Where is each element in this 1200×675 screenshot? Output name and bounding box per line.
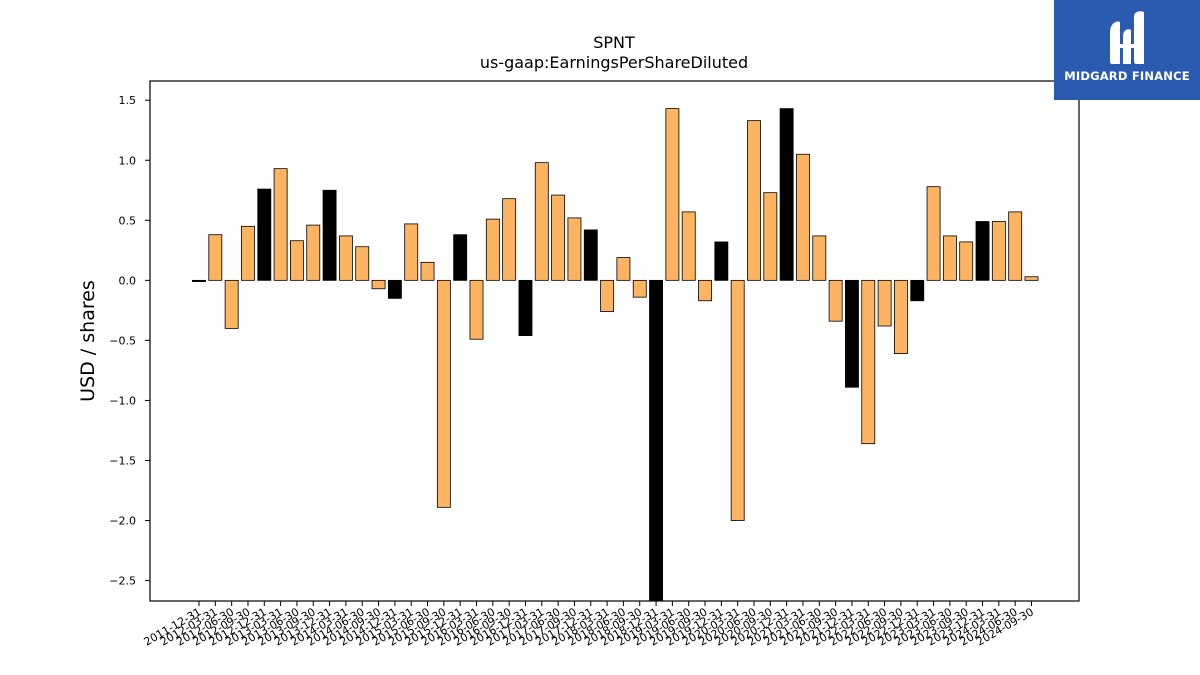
bar-2017-03-31 bbox=[534, 162, 549, 281]
bar-2014-03-31 bbox=[338, 235, 353, 281]
bar-2016-12-31 bbox=[518, 279, 533, 336]
bar-2013-06-30 bbox=[290, 240, 304, 281]
y-tick-label: 0.5 bbox=[119, 214, 137, 227]
bar-2022-09-30 bbox=[893, 279, 908, 355]
bar-2011-12-31 bbox=[192, 279, 206, 282]
chart-title: SPNT bbox=[593, 33, 635, 52]
bar-2021-03-31 bbox=[796, 153, 810, 281]
bar-2015-09-30 bbox=[436, 279, 451, 508]
bar-2024-09-30 bbox=[1024, 276, 1039, 281]
bar-2016-03-31 bbox=[469, 279, 484, 340]
bar-2019-06-30 bbox=[681, 211, 696, 281]
chart-subtitle: us-gaap:EarningsPerShareDiluted bbox=[480, 53, 748, 72]
bar-2012-03-31 bbox=[208, 234, 223, 281]
bar-2021-09-30 bbox=[828, 279, 843, 322]
bar-2018-12-31 bbox=[649, 279, 663, 602]
bar-2020-03-31 bbox=[730, 279, 745, 521]
bar-2015-12-31 bbox=[453, 234, 468, 281]
bar-2017-09-30 bbox=[567, 217, 582, 281]
bar-2023-12-31 bbox=[975, 221, 990, 281]
bar-2017-06-30 bbox=[551, 194, 566, 281]
bars-group bbox=[192, 108, 1039, 602]
bar-2013-03-31 bbox=[273, 168, 288, 281]
bar-2018-06-30 bbox=[616, 257, 631, 281]
bar-2021-06-30 bbox=[812, 235, 827, 281]
y-ticks-group: 1.5 1.0 0.5 0.0 −0.5 −1.0 −1.5 −2.0 −2.5 bbox=[109, 94, 150, 588]
y-axis-label: USD / shares bbox=[77, 280, 99, 402]
bar-2013-09-30 bbox=[306, 224, 321, 281]
y-tick-label: −2.0 bbox=[109, 515, 136, 528]
bar-2018-03-31 bbox=[600, 279, 615, 312]
bar-2022-06-30 bbox=[877, 279, 892, 327]
logo-text: MIDGARD FINANCE bbox=[1064, 69, 1190, 83]
bar-2020-12-31 bbox=[779, 108, 794, 281]
bar-2018-09-30 bbox=[632, 279, 647, 298]
plot-frame bbox=[149, 80, 1080, 602]
y-tick-label: 1.0 bbox=[119, 154, 137, 167]
bar-2019-12-31 bbox=[714, 241, 729, 281]
bar-2022-03-31 bbox=[861, 279, 876, 445]
x-ticks-group: 2011-12-312012-03-312012-06-302012-09-30… bbox=[142, 601, 1036, 649]
bar-2015-06-30 bbox=[420, 261, 435, 281]
bar-2014-06-30 bbox=[355, 246, 370, 281]
bar-2023-03-31 bbox=[926, 186, 941, 281]
bar-2020-09-30 bbox=[763, 192, 778, 281]
bar-2020-06-30 bbox=[747, 120, 761, 281]
bar-2015-03-31 bbox=[404, 223, 419, 281]
bar-2022-12-31 bbox=[910, 279, 925, 302]
bar-2019-03-31 bbox=[665, 108, 680, 281]
bar-2013-12-31 bbox=[322, 189, 337, 281]
bar-2016-09-30 bbox=[502, 198, 517, 281]
bar-2024-03-31 bbox=[991, 221, 1006, 281]
bar-2024-06-30 bbox=[1008, 211, 1023, 281]
bar-2017-12-31 bbox=[583, 229, 598, 281]
y-tick-label: −2.5 bbox=[109, 575, 136, 588]
bar-2012-12-31 bbox=[257, 188, 272, 281]
bar-2021-12-31 bbox=[845, 279, 859, 388]
bar-2019-09-30 bbox=[698, 279, 712, 302]
y-tick-label: −1.5 bbox=[109, 454, 136, 467]
bar-2014-09-30 bbox=[371, 279, 386, 290]
midgard-finance-logo: MIDGARD FINANCE bbox=[1054, 0, 1200, 100]
y-tick-label: −0.5 bbox=[109, 334, 136, 347]
y-tick-label: 1.5 bbox=[119, 94, 137, 107]
midgard-logo-icon bbox=[1110, 11, 1144, 65]
bar-2014-12-31 bbox=[387, 279, 402, 299]
bar-2012-06-30 bbox=[224, 279, 239, 329]
y-tick-label: 0.0 bbox=[119, 274, 137, 287]
bar-2016-06-30 bbox=[485, 218, 500, 281]
bar-2012-09-30 bbox=[241, 225, 255, 281]
bar-2023-06-30 bbox=[942, 235, 957, 281]
y-tick-label: −1.0 bbox=[109, 394, 136, 407]
bar-2023-09-30 bbox=[959, 241, 974, 281]
